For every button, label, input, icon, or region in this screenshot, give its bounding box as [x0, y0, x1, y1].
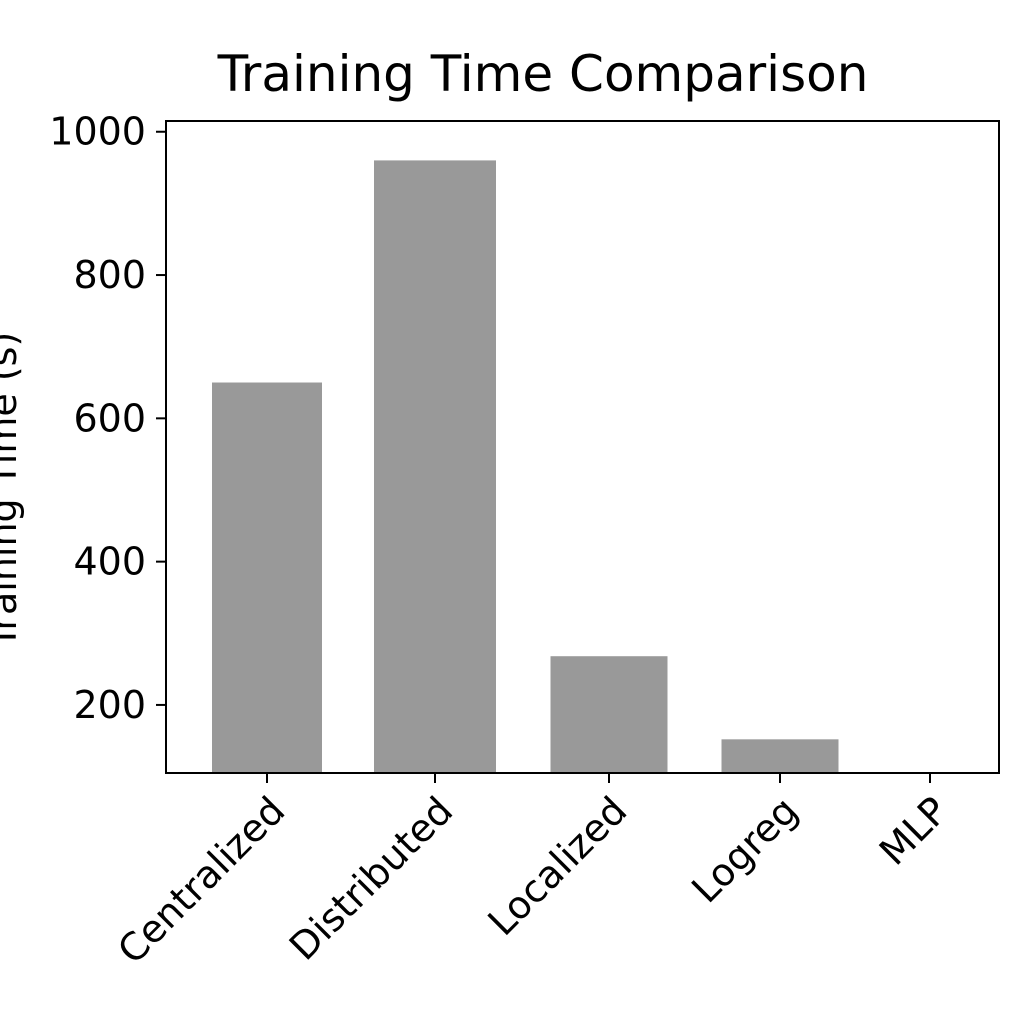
x-tick-label: Centralized [109, 788, 293, 972]
y-tick-label: 400 [73, 540, 146, 584]
bar-localized [550, 656, 668, 773]
plot-frame [165, 120, 1000, 774]
bar-distributed [374, 160, 496, 773]
y-tick-label: 200 [73, 683, 146, 727]
x-tick-label: Logreg [683, 788, 806, 911]
bar-logreg [721, 739, 839, 773]
bar-centralized [212, 382, 322, 773]
x-tick-label: Localized [479, 788, 635, 944]
y-tick-label: 800 [73, 253, 146, 297]
chart-title: Training Time Comparison [217, 45, 869, 103]
x-tick-label: Distributed [281, 788, 462, 969]
y-axis: 200 400 600 800 1000 [49, 110, 166, 727]
y-axis-label: Training Time (s) [0, 332, 25, 650]
x-tick-label: MLP [871, 788, 956, 873]
bars-group [212, 160, 839, 773]
y-tick-label: 600 [73, 396, 146, 440]
y-tick-label: 1000 [49, 110, 146, 154]
